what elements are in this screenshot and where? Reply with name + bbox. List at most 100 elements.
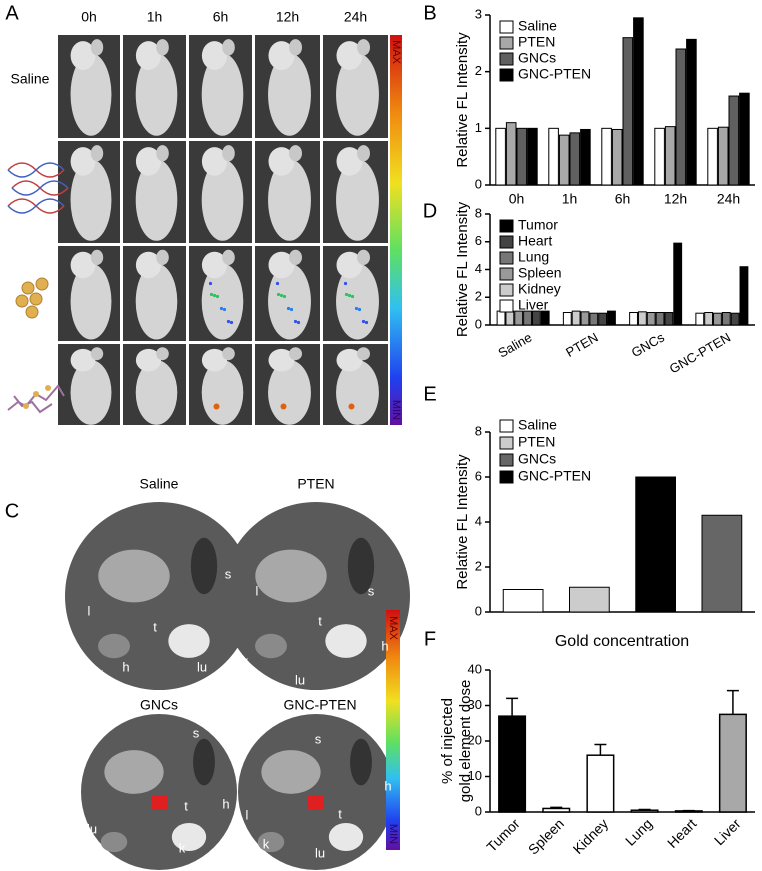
mouse-body bbox=[135, 360, 178, 425]
x-tick-label: Heart bbox=[664, 815, 700, 851]
organ-label: t bbox=[318, 613, 322, 628]
mouse-images bbox=[58, 35, 388, 425]
mouse-head bbox=[70, 147, 96, 176]
bar bbox=[548, 127, 559, 186]
bar bbox=[505, 310, 515, 326]
bar bbox=[598, 312, 608, 326]
signal bbox=[282, 294, 287, 299]
legend-swatch bbox=[499, 52, 514, 66]
mouse-head bbox=[201, 348, 228, 372]
x-tick-label: GNC-PTEN bbox=[667, 330, 733, 377]
dish bbox=[222, 502, 410, 690]
bar bbox=[540, 310, 550, 326]
bar bbox=[718, 713, 747, 813]
organ-label: k bbox=[179, 840, 186, 855]
y-tick-label: 2 bbox=[475, 558, 482, 573]
bar bbox=[655, 312, 665, 326]
mouse-body bbox=[70, 263, 112, 340]
error-bar bbox=[506, 697, 519, 717]
bar bbox=[611, 128, 623, 186]
mouse-head bbox=[201, 251, 228, 279]
panel-label: E bbox=[423, 383, 436, 405]
bar bbox=[635, 476, 676, 613]
legend-label: Saline bbox=[518, 18, 557, 34]
organ-label: lu bbox=[197, 659, 207, 674]
organ-panel-title: Saline bbox=[140, 476, 179, 492]
y-tick-label: 2 bbox=[475, 63, 482, 78]
organ-label: h bbox=[384, 778, 391, 793]
organ-label: t bbox=[184, 798, 188, 813]
mouse-head bbox=[201, 147, 228, 176]
mouse-body bbox=[336, 159, 379, 241]
bar bbox=[646, 312, 656, 326]
error-bar bbox=[594, 743, 607, 756]
bar bbox=[675, 48, 687, 186]
mouse-body bbox=[201, 53, 244, 136]
bar bbox=[695, 312, 705, 326]
legend-swatch bbox=[499, 419, 514, 433]
x-tick-label: Kidney bbox=[570, 815, 612, 857]
mouse-ear bbox=[222, 249, 235, 265]
bar bbox=[730, 312, 740, 326]
legend-swatch bbox=[499, 453, 514, 467]
signal bbox=[213, 403, 220, 410]
signal bbox=[275, 281, 280, 286]
bar bbox=[527, 127, 538, 186]
organ-label: k bbox=[263, 836, 270, 851]
signal bbox=[208, 281, 213, 286]
mouse-head bbox=[135, 41, 162, 71]
organ bbox=[168, 624, 210, 658]
colorbar-min: MIN bbox=[390, 400, 402, 420]
bar bbox=[502, 589, 544, 613]
mouse-head bbox=[336, 147, 363, 176]
time-label: 0h bbox=[81, 9, 97, 25]
organ bbox=[190, 537, 218, 595]
legend-label: Liver bbox=[518, 297, 549, 313]
chart-title: Gold concentration bbox=[555, 633, 689, 650]
mouse-ear bbox=[357, 347, 370, 361]
bar bbox=[633, 17, 644, 186]
x-tick-label: 12h bbox=[664, 191, 687, 207]
mouse-body bbox=[201, 159, 244, 241]
legend-swatch bbox=[499, 68, 514, 82]
molecule-icon bbox=[7, 384, 65, 414]
panel-label: C bbox=[5, 500, 19, 522]
signal bbox=[357, 307, 362, 312]
organ bbox=[98, 633, 130, 659]
mouse-ear bbox=[222, 39, 235, 56]
mouse-head bbox=[268, 41, 295, 71]
mouse-body bbox=[70, 53, 112, 136]
y-tick-label: 1 bbox=[475, 120, 482, 135]
signal bbox=[286, 306, 291, 311]
legend-label: GNC-PTEN bbox=[518, 66, 591, 82]
organ-label: h bbox=[381, 638, 388, 653]
y-tick-label: 0 bbox=[475, 603, 482, 618]
signal bbox=[222, 307, 227, 312]
y-tick-label: 0 bbox=[475, 803, 482, 818]
organ bbox=[98, 549, 170, 603]
legend-swatch bbox=[499, 470, 514, 484]
signal bbox=[354, 306, 359, 311]
mouse-body bbox=[336, 263, 379, 340]
organ bbox=[328, 822, 364, 852]
mouse-ear bbox=[289, 145, 302, 162]
x-tick-label: Liver bbox=[711, 815, 744, 848]
bar bbox=[664, 126, 676, 186]
mouse-ear bbox=[156, 39, 169, 56]
panel-label: A bbox=[5, 2, 19, 24]
organ-label: l bbox=[246, 807, 249, 822]
bar bbox=[542, 807, 571, 813]
mouse-body bbox=[135, 53, 178, 136]
organ bbox=[193, 738, 215, 786]
bar bbox=[717, 126, 729, 186]
legend-swatch bbox=[499, 235, 514, 249]
legend-swatch bbox=[499, 20, 514, 34]
signal bbox=[279, 293, 284, 298]
organ-label: t bbox=[338, 806, 342, 821]
y-tick-label: 20 bbox=[468, 732, 482, 747]
organ bbox=[104, 750, 164, 794]
organ bbox=[325, 624, 367, 658]
x-tick-label: 0h bbox=[509, 191, 525, 207]
bar bbox=[704, 312, 714, 326]
panel-label: D bbox=[423, 200, 437, 222]
